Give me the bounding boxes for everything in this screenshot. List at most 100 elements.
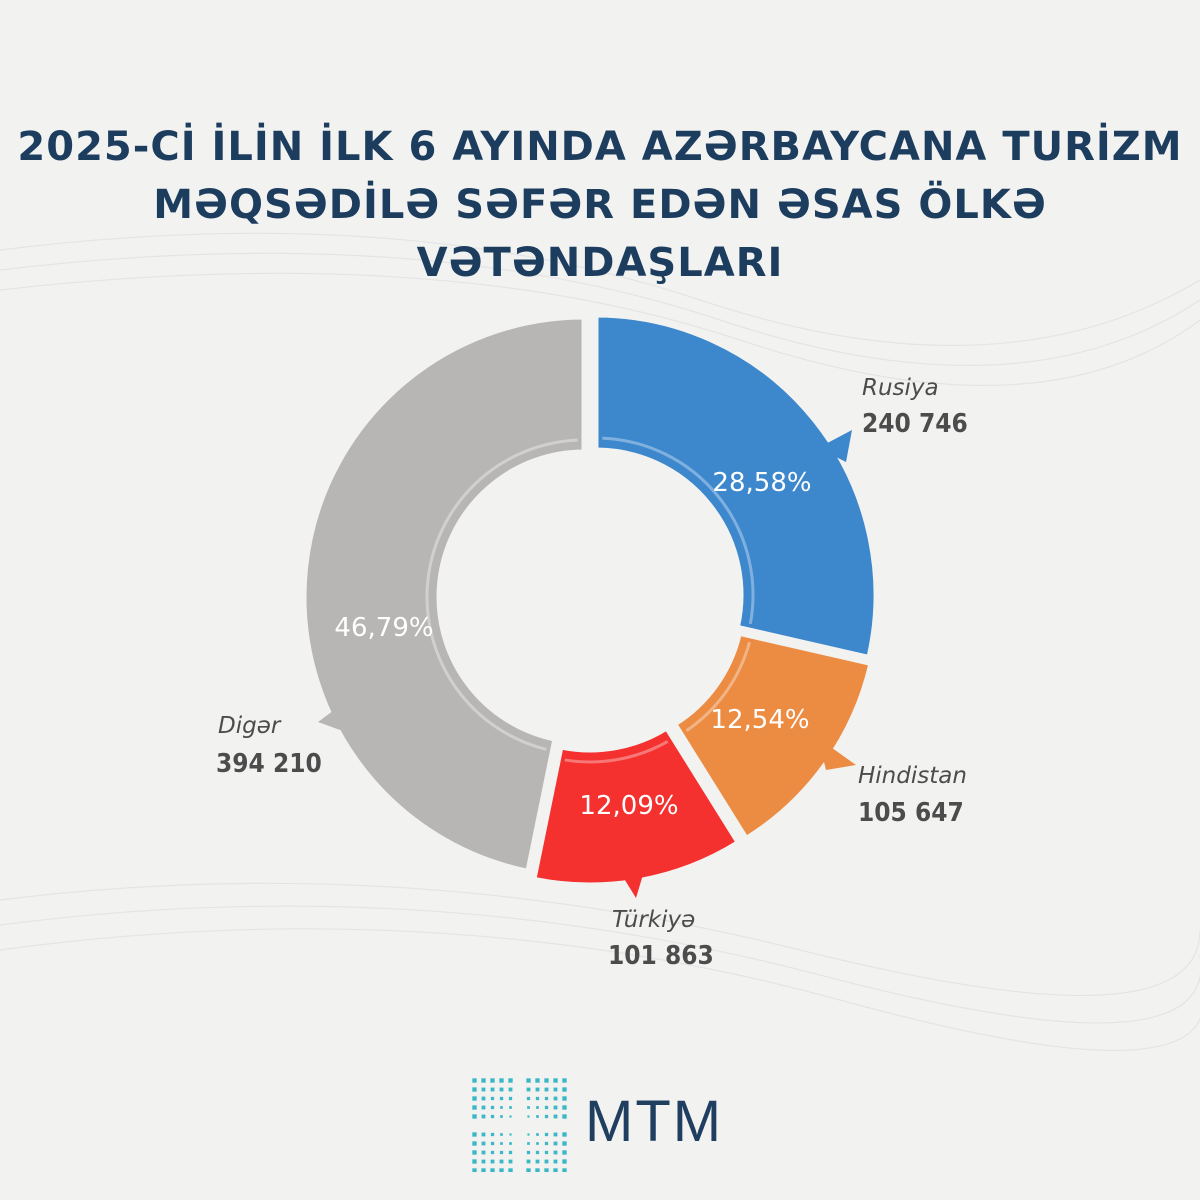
logo-dot: [481, 1132, 486, 1137]
logo-dot: [544, 1159, 549, 1164]
logo-dot: [472, 1150, 477, 1155]
logo-dot: [481, 1168, 486, 1172]
logo-dot: [490, 1114, 495, 1119]
logo-dot: [544, 1105, 549, 1110]
logo-dot: [499, 1096, 504, 1101]
logo-dot: [526, 1087, 531, 1092]
logo-dot: [544, 1168, 549, 1172]
logo-dot: [562, 1150, 567, 1155]
logo-dot: [526, 1150, 531, 1155]
logo-dot: [544, 1114, 549, 1119]
pointer-rusiya: [818, 430, 852, 462]
logo-dot: [535, 1087, 540, 1092]
logo-dot: [553, 1105, 558, 1110]
slice-name-turkiye: Türkiyə: [612, 907, 695, 933]
slice-highlight: [602, 436, 755, 625]
chart-slices: [301, 312, 879, 888]
logo-dot: [499, 1078, 504, 1083]
logo-dot: [527, 1115, 530, 1118]
slice-name-rusiya: Rusiya: [862, 375, 939, 401]
logo-dot: [509, 1106, 512, 1109]
logo-dot: [499, 1150, 504, 1155]
logo-dot: [544, 1132, 549, 1137]
logo-dot: [544, 1150, 549, 1155]
logo-dot: [535, 1168, 540, 1172]
logo-dot: [490, 1087, 495, 1092]
logo-dot: [509, 1142, 512, 1145]
slice-digr: [301, 314, 587, 875]
logo-dot: [490, 1078, 495, 1083]
logo-dot: [490, 1096, 495, 1101]
slice-hindistan: [671, 630, 874, 842]
chart-pointers: [318, 430, 856, 898]
slice-name-diger: Digər: [218, 713, 282, 739]
pointer-diger: [318, 702, 345, 730]
logo-dot: [536, 1142, 539, 1145]
logo-dot: [526, 1159, 531, 1164]
logo-dot: [490, 1159, 495, 1164]
logo-dot: [472, 1087, 477, 1092]
slice-percent-turkiye: 12,09%: [579, 791, 678, 821]
logo-dot: [527, 1133, 530, 1136]
logo-dot: [553, 1078, 558, 1083]
logo-dot: [562, 1159, 567, 1164]
logo-dot: [472, 1105, 477, 1110]
logo-dot: [499, 1159, 504, 1164]
logo-dot: [562, 1105, 567, 1110]
logo-dot: [544, 1078, 549, 1083]
logo-dot: [472, 1114, 477, 1119]
logo-dot: [562, 1168, 567, 1172]
logo-dot: [481, 1087, 486, 1092]
logo-dot: [472, 1096, 477, 1101]
logo-dot: [527, 1142, 530, 1145]
logo-dot: [508, 1150, 513, 1155]
logo-dot: [509, 1115, 512, 1118]
logo-dot: [508, 1168, 513, 1172]
logo-dot: [481, 1141, 486, 1146]
logo-dot: [535, 1078, 540, 1083]
slice-value-rusiya: 240 746: [862, 409, 968, 439]
slice-value-hindistan: 105 647: [858, 798, 964, 828]
logo-dot: [499, 1087, 504, 1092]
label-turkiye: Türkiyə 101 863: [608, 907, 714, 971]
slice-highlight: [425, 438, 578, 751]
logo-dot: [509, 1133, 512, 1136]
logo-dot: [490, 1105, 495, 1110]
logo-dot: [472, 1141, 477, 1146]
logo-dot: [500, 1133, 503, 1136]
logo-dot: [481, 1096, 486, 1101]
title-line-2: MƏQSƏDİLƏ SƏFƏR EDƏN ƏSAS ÖLKƏ VƏTƏNDAŞL…: [153, 182, 1047, 286]
slice-value-diger: 394 210: [216, 749, 322, 779]
logo-dot: [508, 1159, 513, 1164]
logo-dot: [553, 1150, 558, 1155]
slice-name-hindistan: Hindistan: [858, 763, 967, 789]
logo-dot: [536, 1115, 539, 1118]
logo-dot: [536, 1106, 539, 1109]
logo-dot: [481, 1078, 486, 1083]
logo-dot: [508, 1078, 513, 1083]
chart-labels: Rusiya 240 746 Hindistan 105 647 Türkiyə…: [216, 375, 968, 971]
logo-dot: [535, 1159, 540, 1164]
logo-text: MTM: [585, 1089, 724, 1154]
logo-dot: [553, 1132, 558, 1137]
logo-dot: [481, 1105, 486, 1110]
logo-dot: [526, 1096, 531, 1101]
logo-dot: [472, 1168, 477, 1172]
logo-dot: [490, 1150, 495, 1155]
logo-dot: [481, 1150, 486, 1155]
slice-percent-hindistan: 12,54%: [710, 705, 809, 735]
logo-dot: [562, 1087, 567, 1092]
logo-dot: [562, 1114, 567, 1119]
logo-dot: [544, 1141, 549, 1146]
logo-dot: [535, 1150, 540, 1155]
logo-dot: [472, 1159, 477, 1164]
logo-dot: [500, 1142, 503, 1145]
logo-dot: [500, 1115, 503, 1118]
slice-percent-diger: 46,79%: [334, 613, 433, 643]
chart-percent-labels: 28,58% 12,54% 12,09% 46,79%: [334, 468, 811, 821]
slice-trkiy: [530, 724, 742, 888]
logo-dot: [562, 1078, 567, 1083]
title-line-1: 2025-Cİ İLİN İLK 6 AYINDA AZƏRBAYCANA TU…: [17, 124, 1183, 170]
